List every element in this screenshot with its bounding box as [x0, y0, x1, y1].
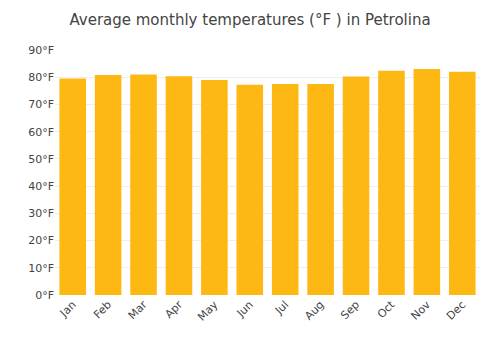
svg-text:0°F: 0°F [35, 289, 54, 302]
svg-text:90°F: 90°F [28, 44, 54, 57]
svg-text:80°F: 80°F [28, 71, 54, 84]
svg-text:Jan: Jan [57, 298, 79, 320]
svg-text:Oct: Oct [375, 298, 398, 321]
svg-text:Aug: Aug [302, 298, 326, 322]
svg-text:Feb: Feb [91, 298, 114, 321]
svg-text:May: May [195, 298, 221, 324]
svg-text:50°F: 50°F [28, 153, 54, 166]
svg-text:Sep: Sep [338, 298, 362, 322]
svg-text:Mar: Mar [126, 298, 150, 322]
svg-text:70°F: 70°F [28, 98, 54, 111]
svg-text:40°F: 40°F [28, 180, 54, 193]
svg-text:30°F: 30°F [28, 207, 54, 220]
svg-text:Average monthly temperatures (: Average monthly temperatures (°F ) in Pe… [69, 11, 430, 29]
svg-text:Jul: Jul [272, 298, 291, 317]
svg-text:Nov: Nov [409, 298, 434, 323]
svg-text:60°F: 60°F [28, 126, 54, 139]
svg-text:Jun: Jun [234, 298, 256, 320]
svg-text:20°F: 20°F [28, 234, 54, 247]
svg-text:Dec: Dec [444, 298, 468, 322]
svg-text:10°F: 10°F [28, 262, 54, 275]
svg-text:Apr: Apr [162, 298, 185, 321]
